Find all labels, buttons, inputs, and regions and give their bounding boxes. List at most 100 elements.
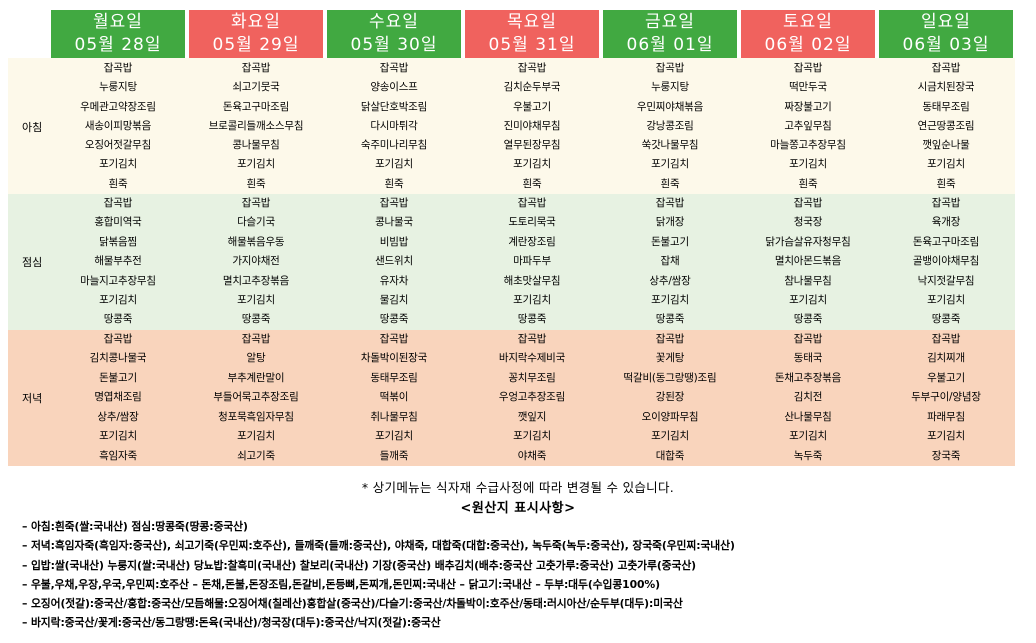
dish-item: 비빔밥 — [379, 235, 409, 248]
day-header-4: 금요일 06월 01일 — [601, 10, 739, 58]
dish-list: 잡곡밥 떡만두국 짜장불고기 고추잎무침 마늘쫑고추장무침 포기김치 흰죽 — [739, 59, 877, 194]
dish-item: 마파두부 — [513, 255, 551, 268]
day-date: 05월 29일 — [212, 35, 300, 55]
dish-item: 포기김치 — [927, 430, 965, 443]
dish-item: 닭볶음찜 — [99, 235, 137, 248]
day-header-2: 수요일 05월 30일 — [325, 10, 463, 58]
dish-item: 오이양파무침 — [641, 410, 699, 423]
menu-cell: 잡곡밥 쇠고기뭇국 돈육고구마조림 브로콜리들깨소스무침 콩나물무침 포기김치 흰죽 — [187, 58, 325, 195]
dish-list: 잡곡밥 동태국 돈채고추장볶음 김치전 산나물무침 포기김치 녹두죽 — [739, 330, 877, 467]
dish-item: 알탕 — [246, 352, 266, 365]
dish-item: 돈육고구마조림 — [222, 100, 290, 113]
dish-item: 상추/쌈장 — [649, 274, 691, 287]
day-name: 월요일 — [93, 12, 143, 32]
dish-item: 새송이피망볶음 — [84, 119, 152, 132]
dish-item: 대합죽 — [655, 449, 685, 462]
day-header-box: 일요일 06월 03일 — [879, 10, 1013, 58]
dish-item: 우엉고추장조림 — [498, 391, 566, 404]
dish-item: 돈불고기 — [651, 235, 689, 248]
origin-line: – 오징어(젓갈):중국산/홍합:중국산/모듬해물:오징어채(칠레산)홍합살(중… — [22, 597, 683, 611]
day-name: 수요일 — [369, 12, 419, 32]
meal-label-dinner: 저녁 — [8, 329, 49, 467]
day-header-box: 토요일 06월 02일 — [741, 10, 875, 58]
lunch-row: 점심 잡곡밥 홍합미역국 닭볶음찜 해물부추전 마늘지고추장무침 포기김치 땅콩죽 잡곡밥 다슬… — [8, 194, 1015, 330]
dish-item: 명엽채조림 — [94, 391, 142, 404]
dish-item: 김치순두부국 — [503, 81, 561, 94]
dish-item: 브로콜리들깨소스무침 — [208, 119, 304, 132]
day-date: 06월 03일 — [902, 35, 990, 55]
dish-item: 포기김치 — [237, 294, 275, 307]
menu-cell: 잡곡밥 바지락수제비국 꽁치무조림 우엉고추장조림 깻잎지 포기김치 야채죽 — [463, 329, 601, 467]
dish-item: 다시마튀각 — [370, 119, 418, 132]
menu-cell: 잡곡밥 콩나물국 비빔밥 샌드위치 유자차 물김치 땅콩죽 — [325, 194, 463, 330]
dish-item: 포기김치 — [927, 158, 965, 171]
dish-list: 잡곡밥 누룽지탕 우민찌야채볶음 강낭콩조림 쑥갓나물무침 포기김치 흰죽 — [601, 59, 739, 194]
day-date: 05월 31일 — [488, 35, 576, 55]
dish-item: 부들어묵고추장조림 — [213, 391, 299, 404]
dish-item: 마늘쫑고추장무침 — [770, 139, 846, 152]
dish-item: 열무된장무침 — [503, 139, 561, 152]
dish-item: 포기김치 — [651, 294, 689, 307]
dish-item: 잡곡밥 — [931, 332, 961, 345]
dish-item: 콩나물무침 — [232, 139, 280, 152]
dish-item: 잡곡밥 — [379, 62, 409, 74]
meal-label-breakfast: 아침 — [8, 58, 49, 195]
dish-item: 김치콩나물국 — [89, 352, 147, 365]
dish-item: 청국장 — [793, 216, 823, 229]
dish-item: 부추계란말이 — [227, 371, 285, 384]
dish-item: 육개장 — [931, 216, 961, 229]
dish-item: 진미야채무침 — [503, 119, 561, 132]
day-name: 금요일 — [645, 12, 695, 32]
dish-item: 들깨죽 — [379, 449, 409, 462]
dish-item: 포기김치 — [513, 294, 551, 307]
dish-item: 돈채고추장볶음 — [774, 371, 842, 384]
dish-item: 흰죽 — [660, 177, 680, 190]
menu-cell: 잡곡밥 양송이스프 닭살단호박조림 다시마튀각 숙주미나리무침 포기김치 흰죽 — [325, 58, 463, 195]
dish-item: 쇠고기뭇국 — [232, 81, 280, 94]
dish-item: 잡곡밥 — [517, 197, 547, 210]
dish-item: 두부구이/양념장 — [911, 391, 981, 404]
dish-item: 쇠고기죽 — [237, 449, 275, 462]
dish-item: 포기김치 — [375, 430, 413, 443]
dish-item: 돈육고구마조림 — [912, 235, 980, 248]
dish-item: 가지야채전 — [232, 255, 280, 268]
menu-cell: 잡곡밥 김치순두부국 우불고기 진미야채무침 열무된장무침 포기김치 흰죽 — [463, 58, 601, 195]
menu-cell: 잡곡밥 다슬기국 해물볶음우동 가지야채전 멸치고추장볶음 포기김치 땅콩죽 — [187, 194, 325, 330]
menu-cell: 잡곡밥 떡만두국 짜장불고기 고추잎무침 마늘쫑고추장무침 포기김치 흰죽 — [739, 58, 877, 195]
menu-cell: 잡곡밥 김치찌개 우불고기 두부구이/양념장 파래무침 포기김치 장국죽 — [877, 329, 1015, 467]
dish-item: 유자차 — [379, 274, 409, 287]
dish-item: 상추/쌈장 — [97, 410, 139, 423]
dish-list: 잡곡밥 알탕 부추계란말이 부들어묵고추장조림 청포묵흑임자무침 포기김치 쇠고기죽 — [187, 330, 325, 467]
dish-item: 잡곡밥 — [103, 332, 133, 345]
menu-cell: 잡곡밥 김치콩나물국 돈불고기 명엽채조림 상추/쌈장 포기김치 흑임자죽 — [49, 329, 187, 467]
dish-list: 잡곡밥 홍합미역국 닭볶음찜 해물부추전 마늘지고추장무침 포기김치 땅콩죽 — [49, 194, 187, 330]
dish-item: 땅콩죽 — [655, 313, 685, 326]
dish-list: 잡곡밥 도토리묵국 계란장조림 마파두부 해초맛살무침 포기김치 땅콩죽 — [463, 194, 601, 330]
dish-item: 누룽지탕 — [99, 81, 137, 94]
dish-list: 잡곡밥 김치콩나물국 돈불고기 명엽채조림 상추/쌈장 포기김치 흑임자죽 — [49, 330, 187, 467]
dish-item: 짜장불고기 — [784, 100, 832, 113]
dish-item: 잡곡밥 — [655, 197, 685, 210]
dish-item: 잡곡밥 — [379, 197, 409, 210]
origin-line: – 저녁:흑임자죽(흑임자:중국산), 쇠고기죽(우민찌:호주산), 들깨죽(들… — [22, 539, 735, 553]
dish-item: 취나물무침 — [370, 410, 418, 423]
day-header-3: 목요일 05월 31일 — [463, 10, 601, 58]
menu-cell: 잡곡밥 육개장 돈육고구마조림 골뱅이야채무침 낙지젓갈무침 포기김치 땅콩죽 — [877, 194, 1015, 330]
menu-cell: 잡곡밥 동태국 돈채고추장볶음 김치전 산나물무침 포기김치 녹두죽 — [739, 329, 877, 467]
dish-item: 잡곡밥 — [379, 332, 409, 345]
dish-item: 흰죽 — [108, 177, 128, 190]
dish-item: 잡곡밥 — [241, 197, 271, 210]
dish-item: 홍합미역국 — [94, 216, 142, 229]
dish-item: 계란장조림 — [508, 235, 556, 248]
dish-item: 멸치고추장볶음 — [222, 274, 290, 287]
dish-item: 땅콩죽 — [793, 313, 823, 326]
dish-item: 해초맛살무침 — [503, 274, 561, 287]
origin-line: – 입밥:쌀(국내산) 누룽지(쌀:국내산) 당뇨밥:찰흑미(국내산) 찰보리(… — [22, 558, 696, 572]
menu-cell: 잡곡밥 홍합미역국 닭볶음찜 해물부추전 마늘지고추장무침 포기김치 땅콩죽 — [49, 194, 187, 330]
dish-item: 장국죽 — [931, 449, 961, 462]
day-name: 화요일 — [231, 12, 281, 32]
dish-item: 깻잎순나물 — [922, 139, 970, 152]
day-header-0: 월요일 05월 28일 — [49, 10, 187, 58]
dish-item: 잡곡밥 — [793, 332, 823, 345]
dish-list: 잡곡밥 누룽지탕 우메관고약장조림 새송이피망볶음 오징어젓갈무침 포기김치 흰죽 — [49, 59, 187, 194]
